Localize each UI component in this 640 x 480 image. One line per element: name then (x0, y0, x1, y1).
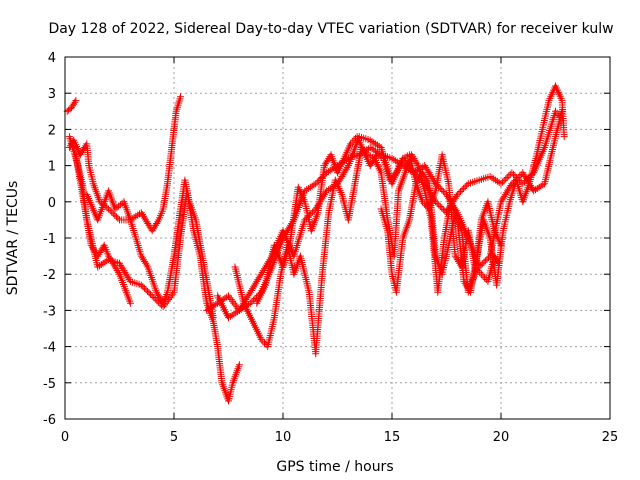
series-track-1 (63, 96, 80, 115)
y-tick-label: -5 (43, 377, 56, 392)
x-axis-label: GPS time / hours (276, 459, 393, 475)
x-tick-label: 20 (493, 430, 510, 445)
data-points (63, 82, 568, 405)
x-tick-label: 25 (602, 430, 619, 445)
series-markers (231, 82, 568, 358)
y-tick-label: 4 (48, 51, 56, 66)
series-track-3 (65, 93, 184, 235)
grid-lines (65, 57, 610, 419)
x-tick-label: 0 (61, 430, 69, 445)
y-tick-label: 0 (48, 196, 56, 211)
axis-ticks: 0 5 10 15 20 25 -6 -5 -4 -3 -2 -1 0 1 2 3 4 (43, 51, 618, 445)
y-axis-label: SDTVAR / TECUs (5, 181, 21, 296)
y-tick-label: -1 (43, 232, 56, 247)
series-track-8 (231, 82, 568, 358)
y-tick-label: -2 (43, 268, 56, 283)
x-tick-label: 5 (170, 430, 178, 445)
series-markers (63, 96, 80, 115)
y-tick-label: -3 (43, 304, 56, 319)
y-tick-label: -6 (43, 413, 56, 428)
y-tick-label: 2 (48, 123, 56, 138)
series-markers (377, 169, 505, 296)
y-tick-label: -4 (43, 341, 56, 356)
series-track-5 (72, 151, 243, 405)
y-tick-label: 3 (48, 87, 56, 102)
series-markers (72, 151, 243, 405)
y-tick-label: 1 (48, 160, 56, 175)
series-markers (65, 93, 184, 235)
x-tick-label: 15 (384, 430, 401, 445)
chart-title: Day 128 of 2022, Sidereal Day-to-day VTE… (48, 21, 613, 37)
x-tick-label: 10 (275, 430, 292, 445)
series-track-10 (377, 169, 505, 296)
